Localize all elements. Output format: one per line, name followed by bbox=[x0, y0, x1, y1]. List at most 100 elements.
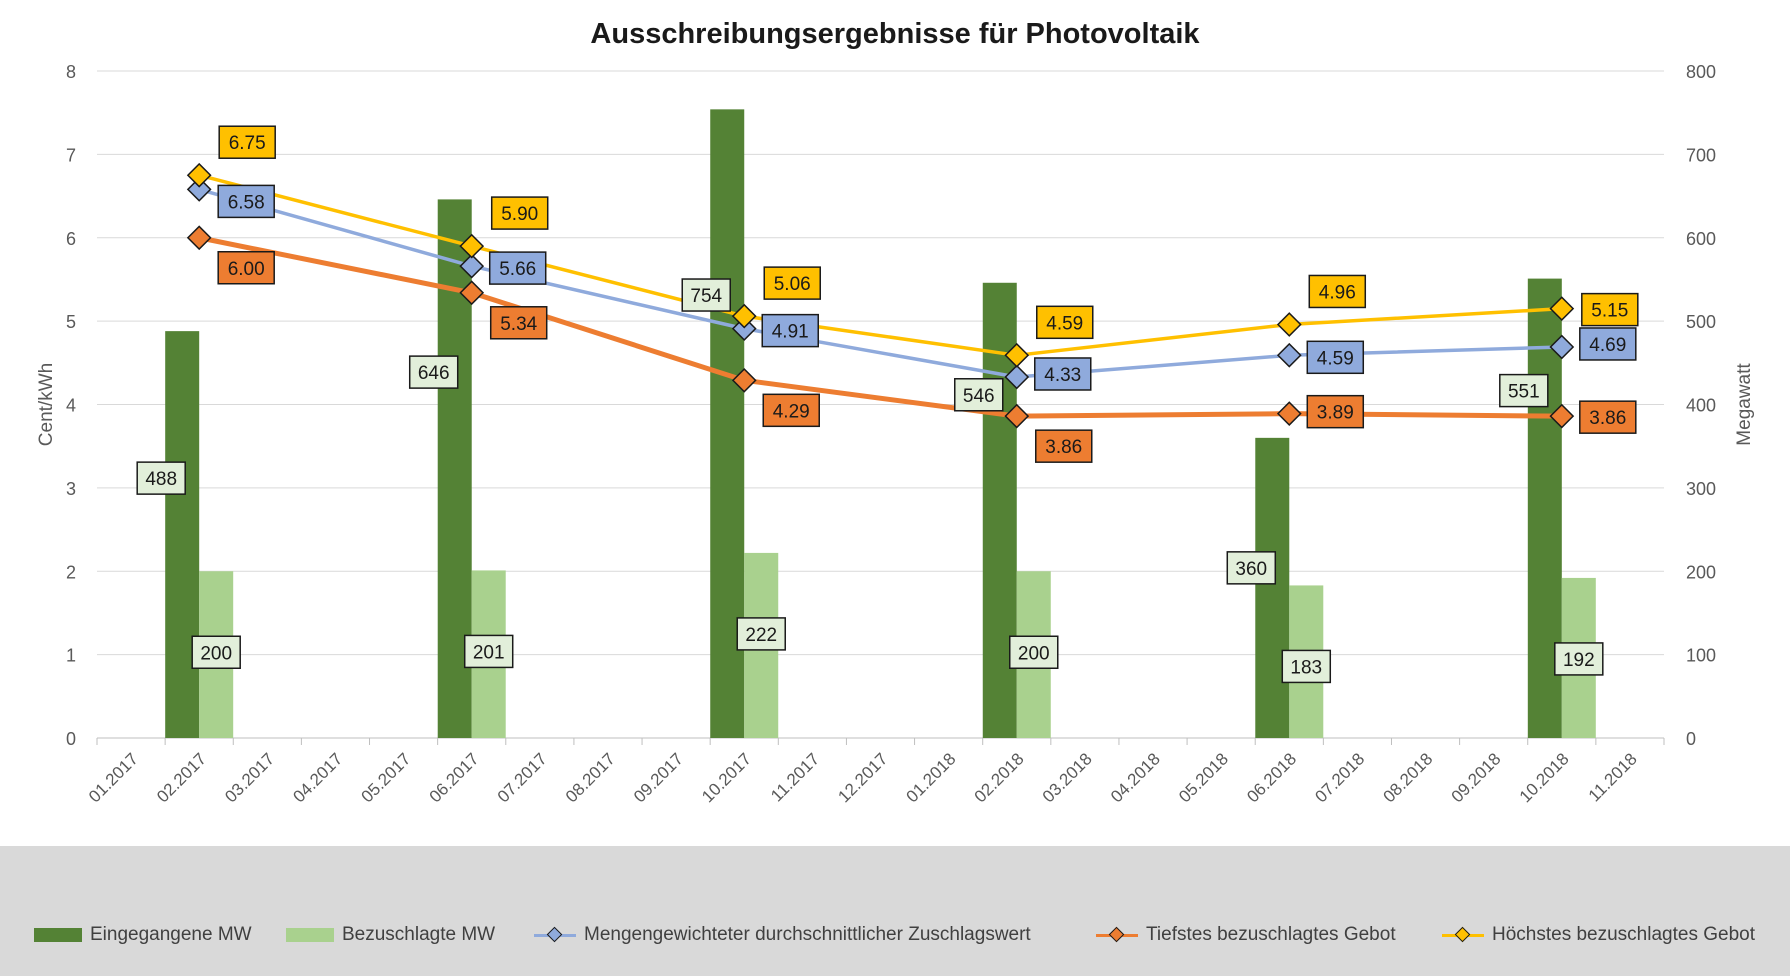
y-tick-label-right: 0 bbox=[1686, 729, 1696, 749]
legend-item-hoechstes: Höchstes bezuschlagtes Gebot bbox=[1442, 920, 1755, 950]
tiefstes-marker bbox=[1549, 403, 1575, 429]
label-hoechstes: 5.90 bbox=[501, 204, 538, 225]
x-tick-label: 06.2017 bbox=[426, 749, 483, 806]
hoechstes-marker bbox=[1276, 312, 1302, 337]
legend-swatch-eingegangene bbox=[34, 928, 82, 942]
label-mengengewichtet-box bbox=[217, 184, 275, 219]
label-mengengewichtet: 4.59 bbox=[1317, 348, 1354, 369]
bar-label-bezuschlagte: 201 bbox=[473, 642, 505, 663]
x-tick-label: 06.2018 bbox=[1243, 749, 1300, 806]
x-tick-label: 01.2017 bbox=[85, 749, 142, 806]
y-tick-label-left: 3 bbox=[66, 479, 76, 499]
bar-label-eingegangene-box bbox=[1499, 373, 1549, 408]
legend-swatch-mengengewichtet bbox=[534, 925, 576, 945]
x-tick-label: 03.2017 bbox=[221, 749, 278, 806]
label-tiefstes: 3.89 bbox=[1317, 403, 1354, 424]
label-tiefstes-box bbox=[1306, 394, 1365, 429]
bar-label-bezuschlagte-box bbox=[736, 617, 786, 651]
label-hoechstes: 4.96 bbox=[1319, 282, 1356, 303]
x-tick-label: 10.2017 bbox=[698, 749, 755, 806]
tiefstes-marker bbox=[459, 280, 485, 306]
mengengewichtet-marker bbox=[186, 177, 212, 202]
y-tick-label-left: 8 bbox=[66, 62, 76, 82]
label-hoechstes-box bbox=[1581, 292, 1639, 327]
label-tiefstes: 6.00 bbox=[228, 259, 265, 280]
bar-label-eingegangene-box bbox=[1226, 551, 1277, 585]
bar-label-bezuschlagte-box bbox=[1281, 649, 1332, 684]
hoechstes-marker bbox=[459, 233, 485, 259]
x-tick-label: 09.2017 bbox=[630, 749, 687, 806]
x-tick-label: 02.2018 bbox=[971, 749, 1028, 806]
legend-label-hoechstes: Höchstes bezuschlagtes Gebot bbox=[1492, 924, 1755, 945]
label-mengengewichtet: 6.58 bbox=[228, 192, 265, 213]
bar-label-bezuschlagte-box bbox=[191, 635, 241, 669]
label-tiefstes-box bbox=[1035, 429, 1093, 463]
x-tick-label: 04.2018 bbox=[1107, 749, 1164, 806]
hoechstes-marker bbox=[1549, 296, 1575, 321]
y-tick-label-left: 6 bbox=[66, 229, 76, 249]
x-tick-label: 05.2018 bbox=[1175, 749, 1232, 806]
label-mengengewichtet-box bbox=[1034, 357, 1092, 391]
x-tick-label: 01.2018 bbox=[903, 749, 960, 806]
legend-item-tiefstes: Tiefstes bezuschlagtes Gebot bbox=[1096, 920, 1396, 950]
bar-label-eingegangene: 488 bbox=[145, 469, 177, 490]
hoechstes-marker bbox=[186, 162, 212, 188]
hoechstes-marker bbox=[1004, 342, 1030, 368]
x-tick-label: 08.2018 bbox=[1379, 749, 1436, 806]
bar-label-bezuschlagte: 222 bbox=[745, 625, 777, 646]
label-hoechstes: 4.59 bbox=[1046, 313, 1083, 334]
bar-label-eingegangene: 646 bbox=[418, 363, 450, 384]
tiefstes-marker bbox=[186, 225, 212, 251]
y-tick-label-right: 600 bbox=[1686, 229, 1716, 249]
legend-item-bezuschlagte: Bezuschlagte MW bbox=[286, 920, 495, 950]
y-tick-label-left: 0 bbox=[66, 729, 76, 749]
x-tick-label: 07.2017 bbox=[494, 749, 551, 806]
mengengewichtet-marker bbox=[459, 253, 485, 279]
label-hoechstes-box bbox=[1308, 274, 1367, 309]
y-tick-label-right: 200 bbox=[1686, 562, 1716, 582]
bar-label-bezuschlagte-box bbox=[1554, 642, 1604, 676]
label-mengengewichtet-box bbox=[1579, 327, 1637, 361]
x-tick-label: 07.2018 bbox=[1311, 749, 1368, 806]
legend-label-mengengewichtet: Mengengewichteter durchschnittlicher Zus… bbox=[584, 924, 1031, 945]
label-tiefstes: 3.86 bbox=[1045, 437, 1082, 458]
bar-label-eingegangene-box bbox=[954, 378, 1004, 412]
label-tiefstes-box bbox=[1579, 400, 1637, 434]
tiefstes-marker bbox=[1276, 401, 1302, 427]
bar-eingegangene bbox=[165, 331, 200, 738]
label-mengengewichtet: 4.33 bbox=[1044, 365, 1081, 386]
label-hoechstes-box bbox=[218, 125, 276, 159]
tiefstes-line bbox=[198, 235, 1562, 419]
label-mengengewichtet: 5.66 bbox=[499, 259, 536, 280]
label-hoechstes-box bbox=[1036, 305, 1094, 340]
bar-label-eingegangene: 551 bbox=[1508, 382, 1540, 403]
legend-swatch-tiefstes bbox=[1096, 925, 1138, 945]
label-hoechstes-box bbox=[490, 196, 549, 230]
x-tick-label: 04.2017 bbox=[289, 749, 346, 806]
bar-label-bezuschlagte: 183 bbox=[1290, 657, 1322, 678]
bar-label-eingegangene: 754 bbox=[690, 286, 722, 307]
label-mengengewichtet: 4.69 bbox=[1589, 335, 1626, 356]
x-tick-label: 11.2018 bbox=[1585, 749, 1641, 805]
x-tick-label: 08.2017 bbox=[562, 749, 619, 806]
hoechstes-line bbox=[198, 173, 1562, 358]
x-tick-label: 10.2018 bbox=[1516, 749, 1573, 806]
y-tick-label-left: 4 bbox=[66, 396, 76, 416]
bar-label-bezuschlagte-box bbox=[1009, 635, 1059, 669]
label-tiefstes: 3.86 bbox=[1589, 408, 1626, 429]
legend-label-eingegangene: Eingegangene MW bbox=[90, 924, 252, 945]
bar-eingegangene bbox=[1255, 437, 1290, 738]
y-tick-label-right: 500 bbox=[1686, 312, 1716, 332]
x-tick-label: 02.2017 bbox=[153, 749, 210, 806]
bar-label-bezuschlagte: 200 bbox=[200, 643, 232, 664]
bar-label-eingegangene-box bbox=[408, 355, 459, 389]
label-hoechstes: 5.15 bbox=[1591, 301, 1628, 322]
label-hoechstes: 5.06 bbox=[774, 274, 811, 295]
x-tick-label: 11.2017 bbox=[767, 749, 823, 805]
label-tiefstes-box bbox=[762, 393, 820, 428]
label-tiefstes-box bbox=[489, 306, 548, 340]
y-tick-label-right: 700 bbox=[1686, 145, 1716, 165]
legend-item-mengengewichtet: Mengengewichteter durchschnittlicher Zus… bbox=[534, 920, 1031, 950]
x-tick-label: 03.2018 bbox=[1039, 749, 1096, 806]
y-tick-label-left: 5 bbox=[66, 312, 76, 332]
